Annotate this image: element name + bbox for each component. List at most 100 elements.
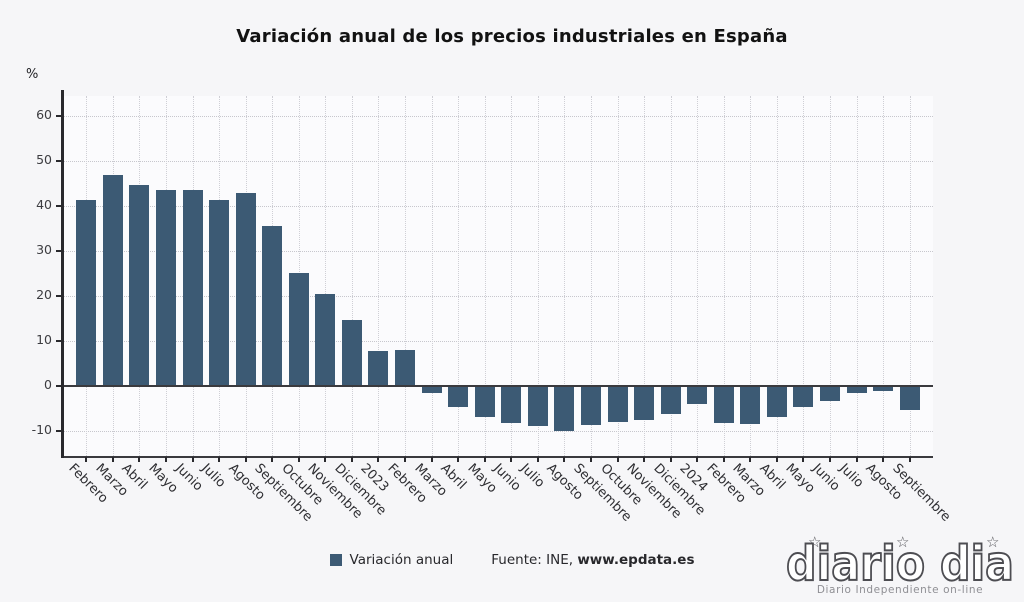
bar-julio-29 <box>846 386 867 394</box>
bar-diciembre-22 <box>660 386 681 415</box>
v-gridline <box>405 96 407 456</box>
chart-title: Variación anual de los precios industria… <box>236 26 788 47</box>
y-axis-unit-label: % <box>26 67 39 82</box>
bar-mayo-27 <box>793 386 814 407</box>
x-axis-tick-label: Junio <box>809 461 843 495</box>
v-gridline <box>670 96 672 456</box>
x-axis-tick <box>589 457 592 462</box>
bar-agosto-30 <box>873 386 894 392</box>
x-axis-tick <box>643 457 646 462</box>
watermark-logo: ☆ ☆ ☆ diario dia <box>785 533 1015 593</box>
source-line: Fuente: INE, www.epdata.es <box>491 552 694 568</box>
x-axis-tick-label: Julio <box>198 461 229 491</box>
v-gridline <box>750 96 752 456</box>
v-gridline <box>484 96 486 456</box>
watermark-logo-text: diario dia <box>786 536 1014 588</box>
v-gridline <box>697 96 699 456</box>
x-axis-tick <box>218 457 221 462</box>
bar-febrero-24 <box>713 386 734 424</box>
x-axis-tick <box>616 457 619 462</box>
x-axis-tick <box>855 457 858 462</box>
bar-diciembre-10 <box>341 319 362 387</box>
x-axis-tick <box>563 457 566 462</box>
bar-septiembre-31 <box>899 386 920 410</box>
bar-agosto-6 <box>235 193 256 387</box>
x-axis-tick <box>138 457 141 462</box>
star-icon: ☆ <box>986 533 999 551</box>
y-axis-line <box>61 90 64 458</box>
bar-marzo-1 <box>102 174 123 387</box>
x-axis-tick <box>457 457 460 462</box>
v-gridline <box>883 96 885 456</box>
bar-2024-23 <box>687 386 708 404</box>
y-axis-tick <box>56 250 62 253</box>
y-axis-tick <box>56 295 62 298</box>
h-gridline <box>63 341 933 343</box>
source-site: www.epdata.es <box>577 552 695 568</box>
x-axis-tick <box>669 457 672 462</box>
bar-noviembre-9 <box>315 294 336 387</box>
h-gridline <box>63 431 933 433</box>
bar-febrero-12 <box>395 350 416 387</box>
x-axis-tick <box>350 457 353 462</box>
bar-abril-14 <box>448 386 469 407</box>
x-axis-tick <box>882 457 885 462</box>
y-axis-tick <box>56 115 62 118</box>
v-gridline <box>537 96 539 456</box>
x-axis-tick <box>244 457 247 462</box>
bar-noviembre-21 <box>634 386 655 420</box>
v-gridline <box>590 96 592 456</box>
bar-septiembre-7 <box>262 225 283 387</box>
y-axis-tick-label: 20 <box>36 287 52 303</box>
bar-febrero-0 <box>76 199 97 387</box>
v-gridline <box>723 96 725 456</box>
bar-mayo-3 <box>155 190 176 387</box>
v-gridline <box>644 96 646 456</box>
y-axis-tick-label: 60 <box>36 107 52 123</box>
v-gridline <box>511 96 513 456</box>
bar-junio-16 <box>501 386 522 424</box>
legend-swatch-icon <box>329 554 342 566</box>
x-axis-tick <box>829 457 832 462</box>
h-gridline <box>63 116 933 118</box>
v-gridline <box>617 96 619 456</box>
x-axis-tick <box>191 457 194 462</box>
h-gridline <box>63 296 933 298</box>
bar-octubre-20 <box>607 386 628 422</box>
x-axis-tick <box>377 457 380 462</box>
x-axis-tick <box>908 457 911 462</box>
x-axis-tick <box>164 457 167 462</box>
bar-junio-28 <box>820 386 841 401</box>
v-gridline <box>564 96 566 456</box>
bar-mayo-15 <box>474 386 495 418</box>
x-axis-tick <box>483 457 486 462</box>
h-gridline <box>63 161 933 163</box>
x-axis-tick-label: Julio <box>835 461 866 491</box>
zero-baseline <box>63 385 933 388</box>
y-axis-tick-label: 0 <box>44 377 52 393</box>
bar-julio-5 <box>209 199 230 387</box>
v-gridline <box>803 96 805 456</box>
x-axis-tick <box>510 457 513 462</box>
y-axis-tick <box>56 205 62 208</box>
x-axis-tick <box>297 457 300 462</box>
source-prefix: Fuente: INE, <box>491 552 578 568</box>
bar-marzo-13 <box>421 386 442 393</box>
legend-item: Variación anual <box>329 552 453 568</box>
x-axis-tick <box>722 457 725 462</box>
x-axis-tick <box>775 457 778 462</box>
x-axis-tick <box>404 457 407 462</box>
x-axis-tick <box>111 457 114 462</box>
plot-area <box>61 90 933 458</box>
x-axis-tick <box>696 457 699 462</box>
v-gridline <box>378 96 380 456</box>
x-axis-tick <box>536 457 539 462</box>
h-gridline <box>63 251 933 253</box>
x-axis-tick <box>85 457 88 462</box>
y-axis-tick-label: 40 <box>36 197 52 213</box>
bar-marzo-25 <box>740 386 761 424</box>
v-gridline <box>325 96 327 456</box>
x-axis-tick <box>324 457 327 462</box>
x-axis-tick <box>802 457 805 462</box>
